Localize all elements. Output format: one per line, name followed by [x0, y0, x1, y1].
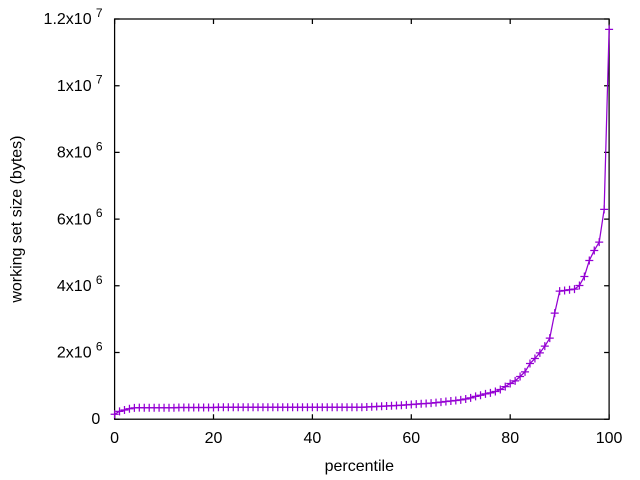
svg-text:80: 80 — [501, 430, 519, 447]
svg-text:20: 20 — [205, 430, 223, 447]
svg-text:4x10: 4x10 — [57, 278, 92, 295]
svg-text:1.2x10: 1.2x10 — [44, 11, 92, 28]
svg-text:60: 60 — [402, 430, 420, 447]
svg-text:0: 0 — [91, 411, 100, 428]
svg-text:7: 7 — [96, 73, 103, 87]
svg-text:1x10: 1x10 — [57, 78, 92, 95]
svg-text:40: 40 — [304, 430, 322, 447]
svg-text:8x10: 8x10 — [57, 145, 92, 162]
svg-text:working set size (bytes): working set size (bytes) — [8, 136, 25, 304]
svg-text:6: 6 — [96, 139, 103, 153]
svg-text:0: 0 — [110, 430, 119, 447]
svg-text:percentile: percentile — [325, 458, 394, 475]
svg-text:6: 6 — [96, 206, 103, 220]
svg-text:2x10: 2x10 — [57, 345, 92, 362]
svg-text:6: 6 — [96, 340, 103, 354]
svg-text:6x10: 6x10 — [57, 211, 92, 228]
svg-text:100: 100 — [596, 430, 623, 447]
svg-text:7: 7 — [96, 6, 103, 20]
svg-text:6: 6 — [96, 273, 103, 287]
